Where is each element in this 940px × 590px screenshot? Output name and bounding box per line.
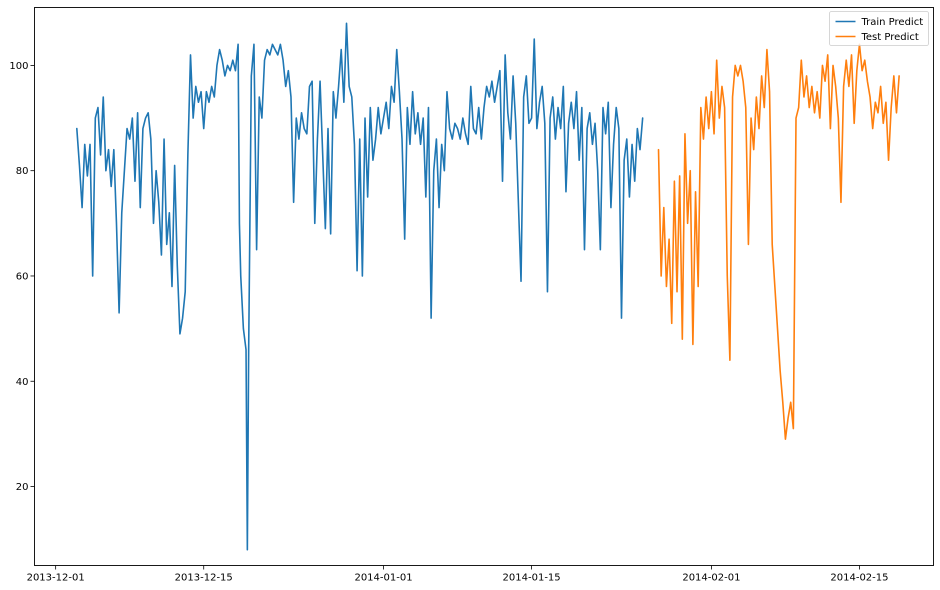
series-line-test-predict <box>657 43 900 440</box>
legend-label: Test Predict <box>861 32 919 43</box>
series-lines <box>76 22 900 551</box>
x-tick-label: 2013-12-01 <box>27 573 85 584</box>
plot-frame <box>34 7 934 566</box>
legend: Train Predict Test Predict <box>829 11 929 46</box>
x-axis: 2013-12-01 2013-12-15 2014-01-01 2014-01-15… <box>27 565 889 584</box>
x-tick-label: 2014-02-01 <box>682 573 740 584</box>
x-tick-label: 2014-01-15 <box>503 573 561 584</box>
y-axis: 20 40 60 80 100 <box>9 61 35 493</box>
y-tick-label: 40 <box>16 377 29 388</box>
legend-label: Train Predict <box>861 17 924 28</box>
x-tick-label: 2014-01-01 <box>354 573 412 584</box>
y-tick-label: 100 <box>9 61 28 72</box>
x-tick-label: 2014-02-15 <box>830 573 888 584</box>
y-tick-label: 20 <box>16 482 29 493</box>
x-tick-label: 2013-12-15 <box>175 573 233 584</box>
series-line-train-predict <box>76 22 644 551</box>
y-tick-label: 60 <box>16 271 29 282</box>
y-tick-label: 80 <box>16 166 29 177</box>
